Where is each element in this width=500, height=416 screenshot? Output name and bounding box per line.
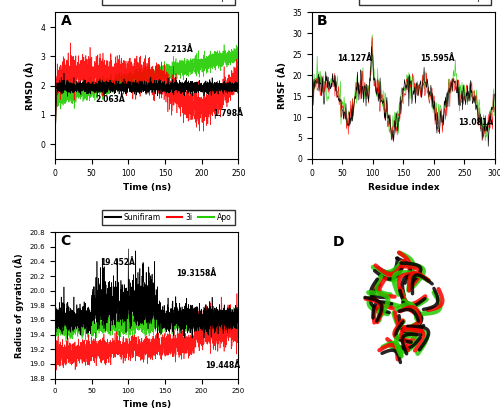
Text: 2.063Å: 2.063Å [96,95,125,104]
Text: 14.127Å: 14.127Å [338,54,372,62]
Legend: Sunifiram, 3i, Apo: Sunifiram, 3i, Apo [102,0,234,5]
Text: B: B [317,14,328,28]
Text: 19.448Å: 19.448Å [206,361,240,369]
Text: D: D [333,235,344,249]
Y-axis label: RMSF (Å): RMSF (Å) [276,62,286,109]
Text: 1.798Å: 1.798Å [212,109,242,119]
Text: 13.081Å: 13.081Å [458,119,494,127]
Legend: Sunifiram, 3i, Apo: Sunifiram, 3i, Apo [102,210,234,225]
Legend: Sunifiram, 3i, Apo: Sunifiram, 3i, Apo [359,0,491,5]
Text: A: A [60,14,72,28]
Text: 15.595Å: 15.595Å [420,54,455,62]
X-axis label: Time (ns): Time (ns) [122,183,170,192]
Text: 19.3158Å: 19.3158Å [176,269,216,278]
Y-axis label: Radius of gyration (Å): Radius of gyration (Å) [13,253,24,358]
Y-axis label: RMSD (Å): RMSD (Å) [25,62,35,110]
Text: 19.452Å: 19.452Å [100,258,136,267]
X-axis label: Residue index: Residue index [368,183,439,192]
Text: C: C [60,234,71,248]
Text: 2.213Å: 2.213Å [164,45,194,54]
X-axis label: Time (ns): Time (ns) [122,400,170,409]
